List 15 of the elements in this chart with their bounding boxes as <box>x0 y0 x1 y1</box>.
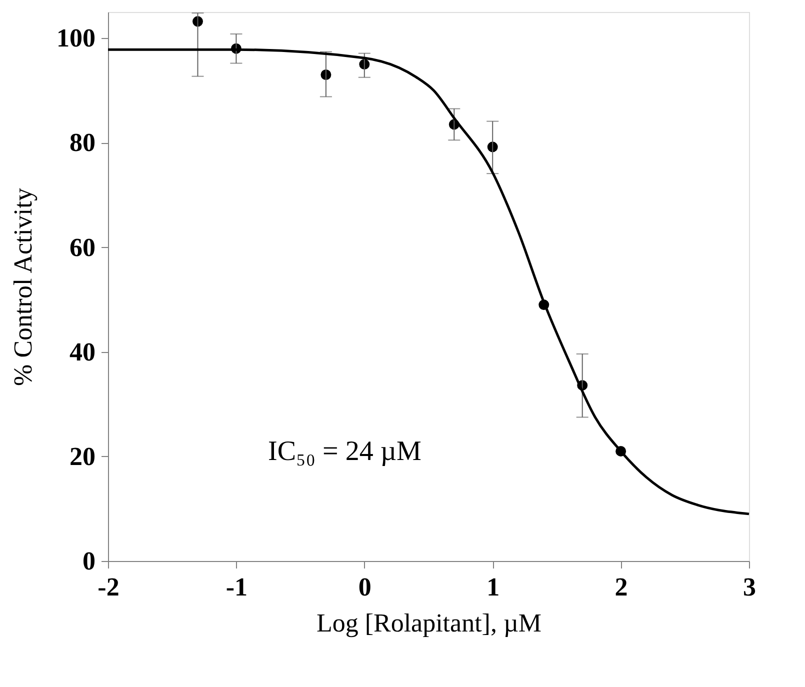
x-tick-label: 1 <box>486 572 500 602</box>
x-tick-label: 3 <box>743 572 756 602</box>
y-tick-label: 60 <box>70 232 96 262</box>
x-tick-label: 2 <box>614 572 628 602</box>
y-tick-label: 40 <box>70 337 96 366</box>
y-axis-title: % Control Activity <box>8 188 38 386</box>
y-tick-label: 0 <box>82 546 96 576</box>
annotation: IC₅₀ = 24 µM <box>268 436 422 467</box>
x-tick-label: -1 <box>226 572 248 602</box>
x-axis-title: Log [Rolapitant], µM <box>316 608 542 638</box>
y-tick-label: 20 <box>70 442 96 471</box>
x-tick-label: 0 <box>358 572 372 602</box>
y-tick-label: 80 <box>70 128 96 158</box>
y-tick-label: 100 <box>56 24 96 53</box>
x-tick-label: -2 <box>98 572 120 602</box>
